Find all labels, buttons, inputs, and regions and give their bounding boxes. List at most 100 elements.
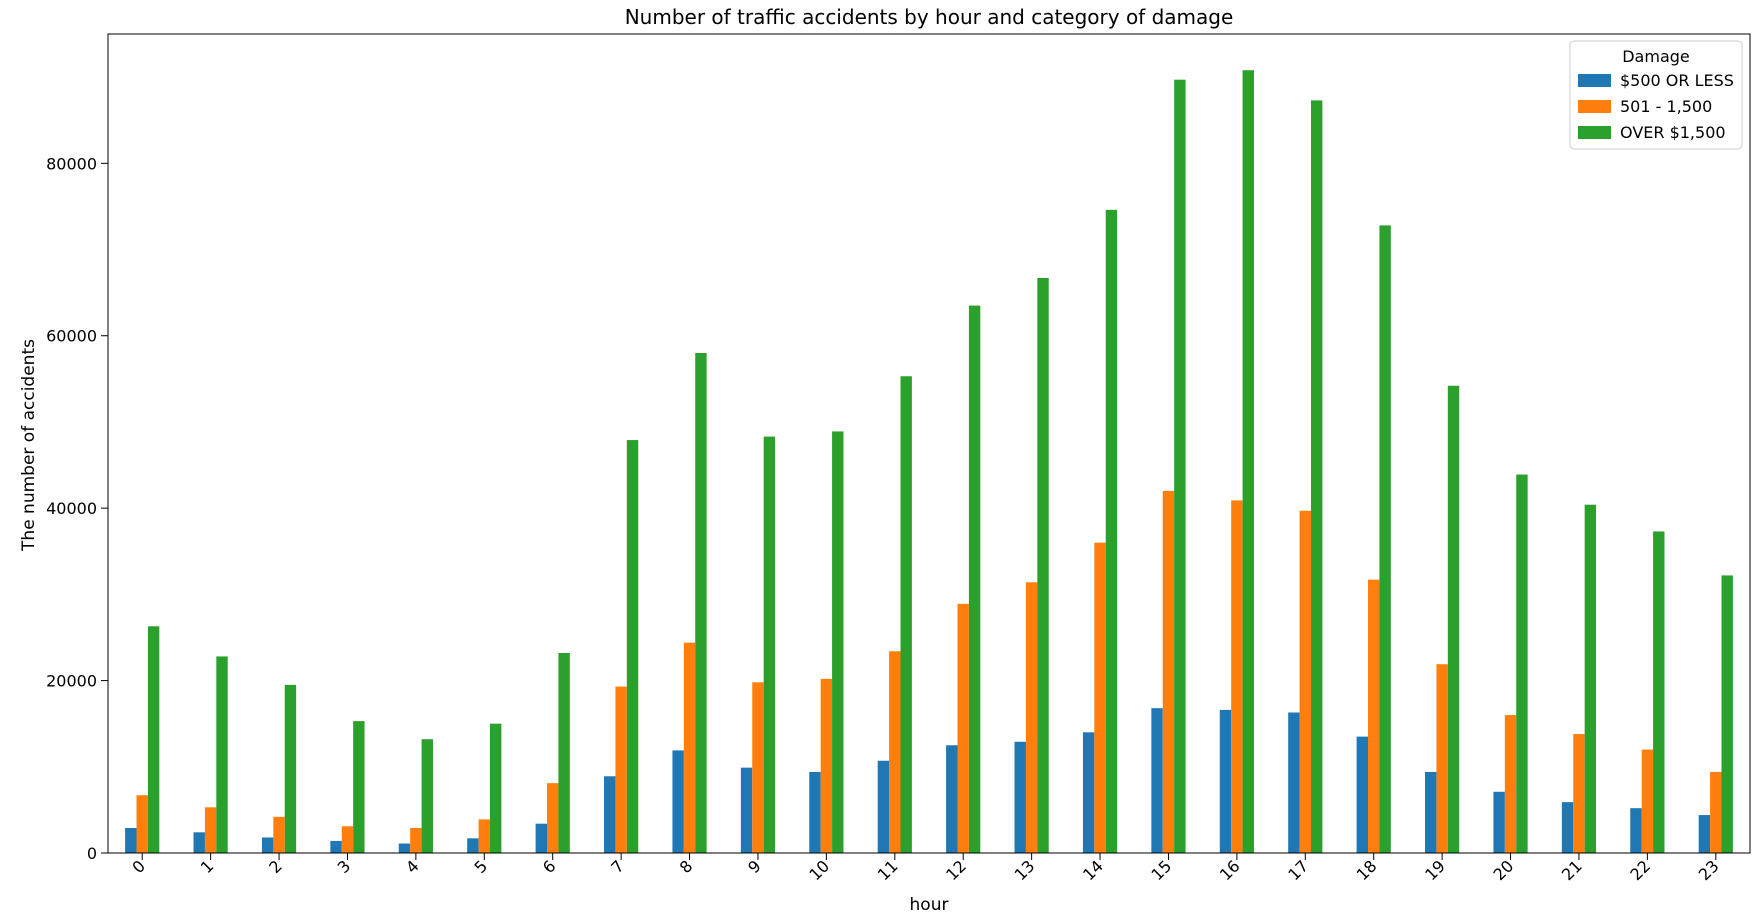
bar	[1174, 79, 1186, 853]
x-tick-label: 13	[1011, 856, 1039, 884]
bar	[900, 376, 912, 853]
bar	[672, 750, 684, 853]
x-tick-label: 7	[607, 856, 628, 877]
bar	[1162, 490, 1175, 853]
x-tick-label: 1	[197, 856, 218, 877]
bar	[489, 723, 502, 853]
x-tick-label: 16	[1216, 856, 1244, 884]
bar	[1288, 712, 1300, 853]
x-tick-label: 4	[402, 856, 423, 877]
x-tick-label: 3	[334, 856, 355, 877]
bar	[547, 783, 559, 853]
bar	[695, 352, 707, 853]
bar	[1219, 709, 1232, 853]
x-tick-label: 21	[1558, 856, 1586, 884]
bar	[147, 626, 160, 853]
bar	[1516, 474, 1528, 853]
bar	[1584, 504, 1597, 853]
bar	[957, 603, 969, 853]
bar	[1710, 771, 1722, 853]
bar	[535, 823, 548, 853]
x-tick-label: 0	[128, 856, 149, 877]
bar	[1721, 575, 1733, 853]
bar	[1151, 708, 1163, 853]
bar	[1561, 802, 1574, 853]
x-tick-label: 5	[470, 856, 491, 877]
bar	[1379, 225, 1391, 853]
bar	[273, 816, 285, 853]
bar	[1310, 100, 1323, 854]
bar	[809, 771, 821, 853]
bar	[193, 832, 205, 853]
x-tick-label: 19	[1421, 856, 1449, 884]
bar	[136, 795, 148, 853]
legend: Damage $500 OR LESS 501 - 1,500 OVER $1,500	[1569, 40, 1743, 150]
x-tick-label: 2	[265, 856, 286, 877]
x-tick-label: 11	[874, 856, 902, 884]
bar	[216, 656, 228, 853]
x-tick-label: 6	[539, 856, 560, 877]
bar	[1299, 510, 1311, 853]
bar	[1368, 579, 1380, 853]
bar	[1037, 277, 1049, 853]
bar	[1436, 664, 1448, 853]
y-tick-label: 0	[87, 844, 97, 863]
bar	[740, 767, 753, 853]
x-tick-label: 12	[942, 856, 970, 884]
bar	[1653, 531, 1665, 853]
bar	[946, 745, 958, 853]
x-tick-label: 14	[1079, 856, 1107, 884]
bar	[558, 652, 570, 853]
bar	[889, 651, 901, 853]
bar	[1447, 385, 1460, 853]
bar	[410, 827, 422, 853]
bar	[261, 837, 274, 853]
bar	[683, 642, 696, 853]
bar	[1698, 815, 1711, 853]
bar	[1082, 732, 1095, 853]
bar	[877, 760, 890, 853]
y-tick-label: 60000	[46, 327, 97, 346]
legend-label: OVER $1,500	[1620, 123, 1726, 142]
bar	[1014, 741, 1026, 853]
bar	[1356, 736, 1369, 853]
bar	[421, 739, 433, 853]
y-axis-label: The number of accidents	[19, 339, 39, 552]
x-tick-label: 18	[1353, 856, 1381, 884]
legend-swatch	[1578, 100, 1611, 113]
x-tick-label: 9	[744, 856, 765, 877]
bar	[832, 431, 844, 853]
bar	[1105, 209, 1118, 853]
legend-swatch	[1578, 126, 1611, 139]
bar	[467, 838, 479, 853]
bar	[125, 827, 137, 853]
chart-title: Number of traffic accidents by hour and …	[625, 5, 1234, 29]
bar	[478, 819, 490, 853]
x-tick-label: 20	[1490, 856, 1518, 884]
bar	[398, 843, 411, 853]
bar	[820, 678, 833, 853]
plot-frame	[107, 33, 1751, 854]
bar	[752, 682, 764, 853]
bar	[1425, 771, 1437, 853]
bar	[763, 436, 776, 853]
bar	[615, 686, 627, 853]
bar	[1231, 500, 1243, 853]
x-tick-label: 17	[1284, 856, 1312, 884]
x-tick-label: 22	[1626, 856, 1654, 884]
bar	[284, 684, 297, 853]
bar	[341, 826, 354, 853]
bar	[1573, 734, 1585, 853]
bar	[604, 776, 616, 853]
legend-title: Damage	[1622, 47, 1690, 66]
bar	[1493, 791, 1505, 853]
bar	[1504, 715, 1517, 853]
bar	[1641, 749, 1654, 853]
y-tick-label: 40000	[46, 499, 97, 518]
bars-layer	[125, 70, 1733, 854]
bar	[330, 840, 342, 853]
x-tick-label: 8	[676, 856, 697, 877]
